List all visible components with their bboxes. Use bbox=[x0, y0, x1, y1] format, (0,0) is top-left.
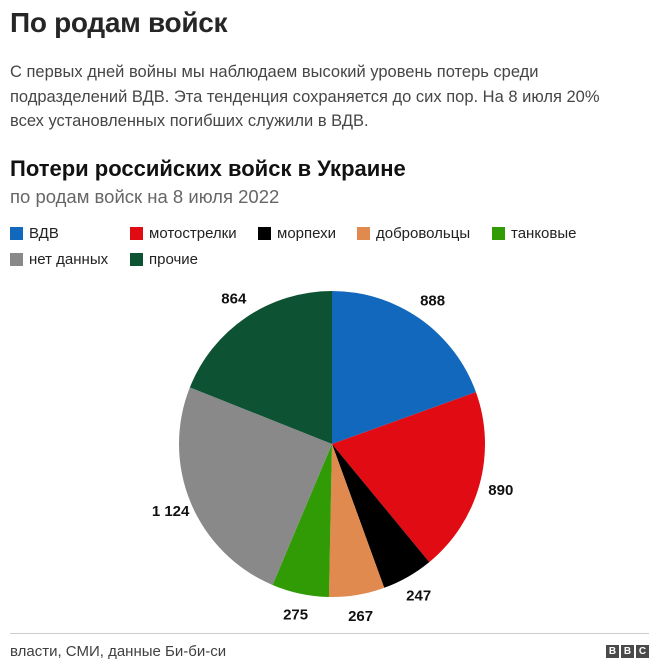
legend-swatch-vdv bbox=[10, 226, 23, 240]
pie-value-label: 864 bbox=[221, 290, 247, 307]
chart-subtitle: по родам войск на 8 июля 2022 bbox=[10, 185, 280, 207]
legend-label-motostrelki: мотострелки bbox=[149, 224, 237, 242]
bbc-logo-block: B bbox=[621, 644, 634, 658]
pie-value-label: 890 bbox=[488, 481, 513, 498]
legend-label-dobrovoltsy: добровольцы bbox=[376, 224, 471, 242]
legend-item-net-dannykh: нет данных bbox=[10, 251, 130, 268]
page-title: По родам войск bbox=[10, 7, 228, 38]
legend-label-vdv: ВДВ bbox=[29, 224, 59, 242]
legend-label-prochie: прочие bbox=[149, 250, 199, 268]
chart-legend: ВДВ мотострелки морпехи добровольцы танк… bbox=[10, 225, 649, 268]
bbc-logo: B B C bbox=[606, 644, 649, 658]
chart-title: Потери российских войск в Украине bbox=[10, 155, 406, 181]
pie-slice-танковые bbox=[272, 443, 332, 597]
legend-swatch-motostrelki bbox=[130, 226, 143, 240]
footer-divider bbox=[10, 632, 649, 634]
legend-item-vdv: ВДВ bbox=[10, 225, 130, 242]
legend-label-net-dannykh: нет данных bbox=[29, 250, 109, 268]
pie-value-label: 888 bbox=[420, 292, 445, 309]
pie-value-label: 1 124 bbox=[152, 503, 190, 520]
pie-slice-добровольцы bbox=[328, 443, 385, 597]
pie-value-label: 275 bbox=[283, 606, 308, 623]
pie-chart: 888 890 247 267 275 1 124 864 bbox=[152, 290, 513, 625]
pie-value-label: 247 bbox=[406, 587, 431, 604]
pie-slice-морпехи bbox=[332, 443, 430, 588]
legend-item-tankovye: танковые bbox=[492, 225, 649, 242]
legend-swatch-dobrovoltsy bbox=[357, 226, 370, 240]
bbc-logo-block: C bbox=[636, 644, 649, 658]
source-text: власти, СМИ, данные Би-би-си bbox=[10, 642, 227, 660]
legend-item-prochie: прочие bbox=[130, 251, 258, 268]
pie-slice-прочие bbox=[189, 290, 332, 444]
legend-swatch-morpekhi bbox=[258, 226, 271, 240]
chart-footer: власти, СМИ, данные Би-би-си B B C bbox=[10, 634, 649, 668]
intro-text: С первых дней войны мы наблюдаем высокий… bbox=[10, 63, 600, 130]
legend-label-tankovye: танковые bbox=[511, 224, 577, 242]
pie-slice-нет данных bbox=[179, 386, 332, 585]
legend-swatch-tankovye bbox=[492, 226, 505, 240]
legend-swatch-prochie bbox=[130, 252, 143, 266]
legend-item-dobrovoltsy: добровольцы bbox=[357, 225, 492, 242]
legend-label-morpekhi: морпехи bbox=[277, 224, 337, 242]
bbc-logo-block: B bbox=[606, 644, 619, 658]
chart-section: Потери российских войск в Украине по род… bbox=[10, 156, 649, 668]
legend-item-morpekhi: морпехи bbox=[258, 225, 357, 242]
legend-item-motostrelki: мотострелки bbox=[130, 225, 258, 242]
pie-value-label: 267 bbox=[348, 608, 373, 625]
legend-swatch-net-dannykh bbox=[10, 252, 23, 266]
pie-slice-ВДВ bbox=[332, 290, 476, 444]
pie-slice-мотострелки bbox=[332, 391, 486, 562]
